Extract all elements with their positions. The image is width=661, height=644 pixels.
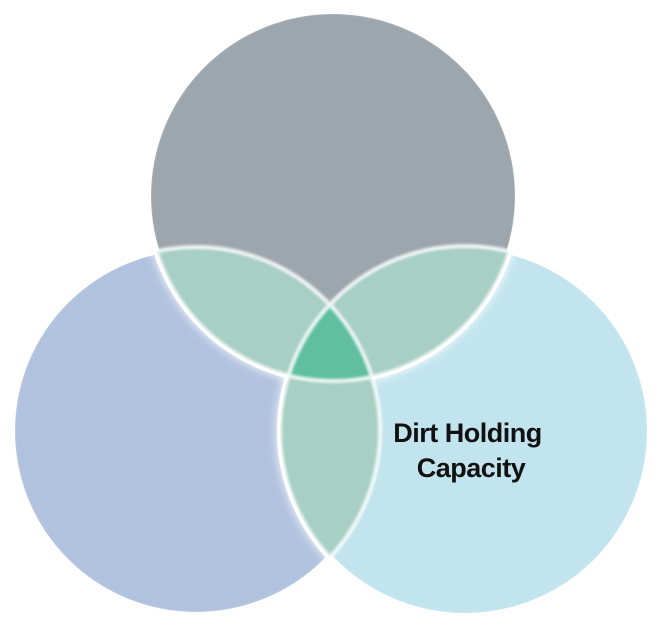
label-line-1: Dirt Holding [393,418,541,448]
seam-left [10,245,382,617]
overlap-top-left [148,247,380,381]
seam-top [146,9,520,383]
seam-right [278,244,652,618]
overlap-top-right [280,246,518,381]
label-line-2: Capacity [417,453,526,483]
label-dirt-holding-capacity: Dirt Holding Capacity [393,418,549,483]
